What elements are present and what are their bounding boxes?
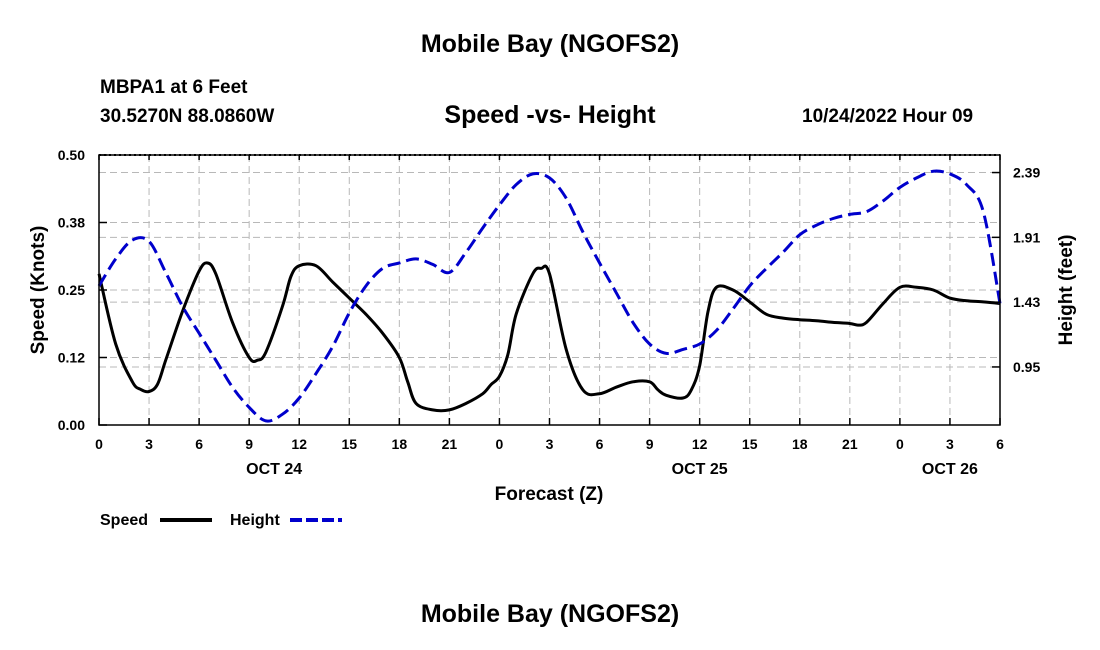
footer-title: Mobile Bay (NGOFS2) [420, 600, 680, 628]
right-tick-label: 2.39 [1013, 165, 1040, 181]
x-tick-label: 21 [442, 436, 458, 452]
x-axis-label: Forecast (Z) [495, 484, 604, 505]
date-label: OCT 25 [672, 461, 728, 478]
date-label: OCT 24 [246, 461, 302, 478]
left-tick-label: 0.00 [58, 417, 85, 433]
left-tick-label: 0.38 [58, 215, 85, 231]
left-tick-label: 0.25 [58, 282, 85, 298]
right-tick-label: 0.95 [1013, 359, 1040, 375]
legend: Speed Height [100, 512, 342, 529]
chart-title: Mobile Bay (NGOFS2) [420, 30, 680, 58]
x-tick-label: 0 [896, 436, 904, 452]
x-tick-label: 21 [842, 436, 858, 452]
x-tick-label: 3 [946, 436, 954, 452]
x-tick-label: 6 [195, 436, 203, 452]
series-line-speed [97, 261, 1001, 413]
x-tick-label: 12 [291, 436, 307, 452]
x-tick-label: 15 [742, 436, 758, 452]
date-labels: OCT 24 OCT 25 OCT 26 [246, 461, 978, 478]
x-tick-label: 12 [692, 436, 708, 452]
legend-speed-label: Speed [100, 512, 148, 529]
series-layer [97, 169, 1002, 423]
date-label: OCT 26 [922, 461, 978, 478]
x-tick-label: 6 [996, 436, 1004, 452]
x-tick-label: 15 [341, 436, 357, 452]
right-axis-ticks: 0.95 1.43 1.91 2.39 [992, 165, 1040, 375]
x-tick-label: 9 [245, 436, 253, 452]
station-coordinates: 30.5270N 88.0860W [100, 106, 275, 127]
station-name: MBPA1 at 6 Feet [100, 77, 248, 98]
x-tick-label: 6 [596, 436, 604, 452]
left-tick-label: 0.12 [58, 350, 85, 366]
left-tick-label: 0.50 [58, 147, 85, 163]
right-tick-label: 1.43 [1013, 294, 1040, 310]
x-tick-label: 3 [546, 436, 554, 452]
x-axis-ticks: 0 3 6 9 12 15 18 21 0 3 6 9 12 15 18 21 0 3 6 [95, 155, 1004, 452]
right-tick-label: 1.91 [1013, 229, 1040, 245]
x-tick-label: 18 [792, 436, 808, 452]
left-axis-label: Speed (Knots) [28, 226, 49, 355]
series-line-height [97, 169, 1002, 423]
legend-height-label: Height [230, 512, 280, 529]
grid-lines [99, 155, 1000, 425]
forecast-run-time: 10/24/2022 Hour 09 [802, 106, 974, 127]
right-axis-label: Height (feet) [1056, 235, 1077, 346]
chart-subtitle: Speed -vs- Height [444, 101, 656, 129]
x-tick-label: 0 [95, 436, 103, 452]
x-tick-label: 3 [145, 436, 153, 452]
left-axis-ticks: 0.00 0.12 0.25 0.38 0.50 [58, 147, 107, 433]
x-tick-label: 9 [646, 436, 654, 452]
x-tick-label: 18 [392, 436, 408, 452]
x-tick-label: 0 [496, 436, 504, 452]
